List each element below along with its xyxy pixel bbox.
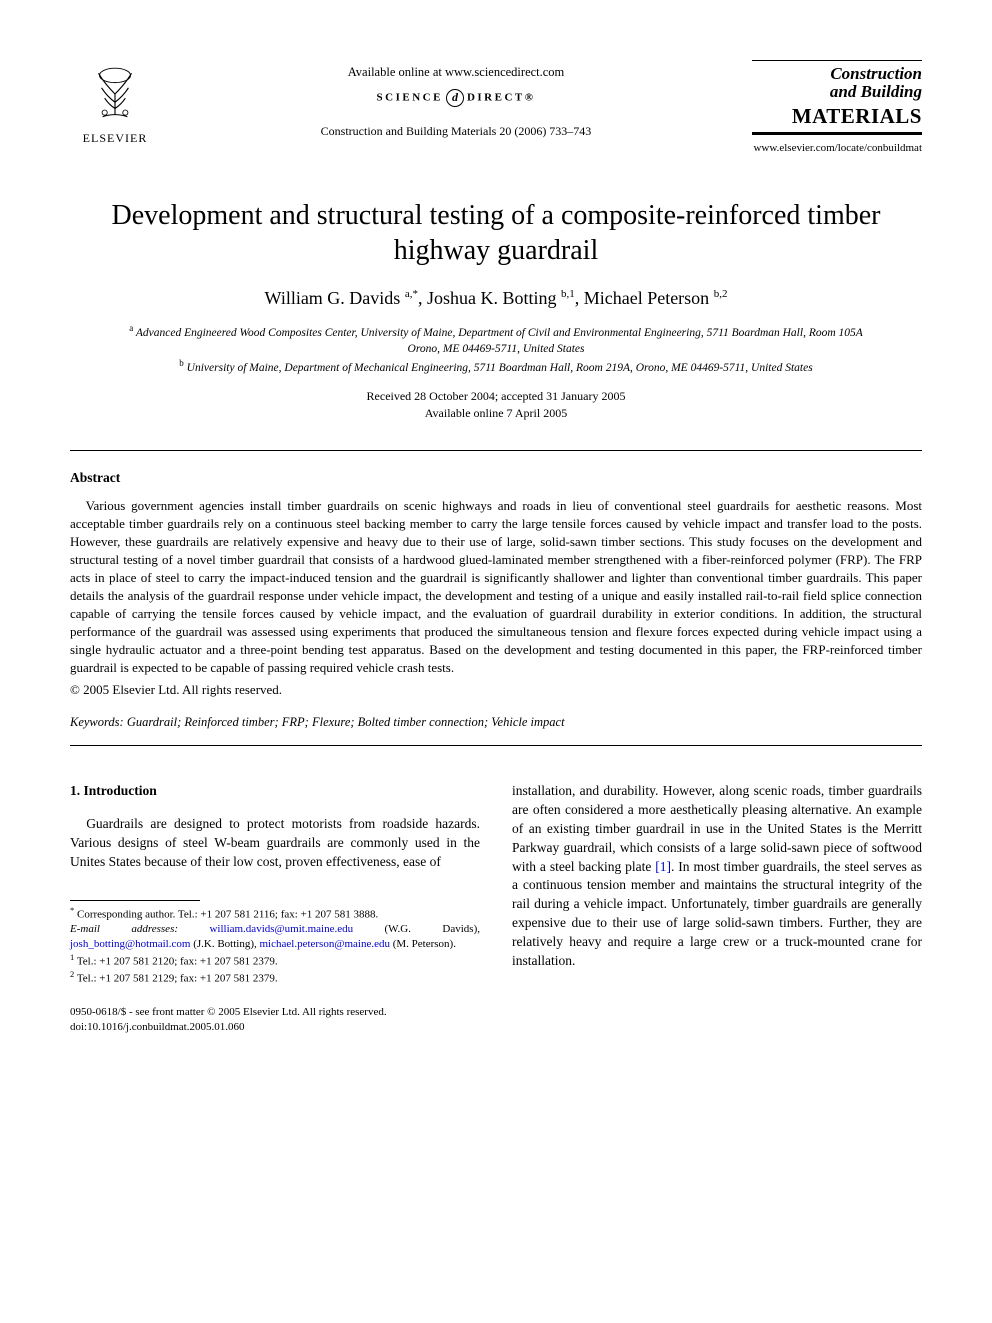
affiliation-b: b University of Maine, Department of Mec…: [120, 357, 872, 376]
footnote-1: 1 Tel.: +1 207 581 2120; fax: +1 207 581…: [70, 952, 480, 970]
citation-line: Construction and Building Materials 20 (…: [160, 123, 752, 139]
journal-line1: Construction: [752, 65, 922, 83]
elsevier-tree-icon: [81, 60, 149, 128]
author-1: William G. Davids: [265, 288, 405, 308]
sd-at-icon: d: [446, 89, 464, 107]
email-addresses-line: E-mail addresses: william.davids@umit.ma…: [70, 922, 480, 952]
keywords-label: Keywords:: [70, 715, 124, 729]
available-online-line: Available online at www.sciencedirect.co…: [160, 64, 752, 81]
email-2-who: (J.K. Botting),: [190, 938, 259, 950]
corresponding-text: Corresponding author. Tel.: +1 207 581 2…: [77, 908, 378, 920]
article-title: Development and structural testing of a …: [110, 198, 882, 268]
affil-b-text: University of Maine, Department of Mecha…: [184, 362, 813, 374]
authors-line: William G. Davids a,*, Joshua K. Botting…: [70, 286, 922, 310]
abstract-block: Abstract Various government agencies ins…: [70, 469, 922, 698]
abstract-heading: Abstract: [70, 469, 922, 487]
fn1-text: Tel.: +1 207 581 2120; fax: +1 207 581 2…: [77, 955, 278, 967]
article-dates: Received 28 October 2004; accepted 31 Ja…: [70, 388, 922, 422]
email-3-who: (M. Peterson).: [390, 938, 456, 950]
journal-box: Construction and Building MATERIALS: [752, 60, 922, 135]
author-2-affil: b,1: [561, 288, 575, 300]
rule-above-abstract: [70, 450, 922, 451]
right-column: installation, and durability. However, a…: [512, 782, 922, 1034]
fn2-text: Tel.: +1 207 581 2129; fax: +1 207 581 2…: [77, 973, 278, 985]
sciencedirect-logo: SCIENCEdDIRECT®: [160, 89, 752, 107]
publisher-name: ELSEVIER: [70, 130, 160, 146]
email-3[interactable]: michael.peterson@maine.edu: [260, 938, 390, 950]
affiliation-a: a Advanced Engineered Wood Composites Ce…: [120, 322, 872, 357]
fn1-sup: 1: [70, 952, 74, 962]
journal-header: ELSEVIER Available online at www.science…: [70, 60, 922, 156]
body-columns: 1. Introduction Guardrails are designed …: [70, 782, 922, 1034]
corresponding-star-icon: *: [70, 905, 74, 915]
email-1-who: (W.G. Davids),: [353, 923, 480, 935]
keywords-line: Keywords: Guardrail; Reinforced timber; …: [70, 714, 922, 731]
abstract-body: Various government agencies install timb…: [70, 497, 922, 676]
section-1-para-right: installation, and durability. However, a…: [512, 782, 922, 971]
rule-below-keywords: [70, 745, 922, 746]
header-center: Available online at www.sciencedirect.co…: [160, 60, 752, 139]
front-matter-line1: 0950-0618/$ - see front matter © 2005 El…: [70, 1005, 480, 1020]
corresponding-author-note: * Corresponding author. Tel.: +1 207 581…: [70, 905, 480, 923]
journal-title-block: Construction and Building MATERIALS www.…: [752, 60, 922, 156]
author-3: , Michael Peterson: [575, 288, 714, 308]
author-1-affil: a,*: [405, 288, 418, 300]
ref-link-1[interactable]: [1]: [655, 859, 671, 874]
keywords-values: Guardrail; Reinforced timber; FRP; Flexu…: [124, 715, 565, 729]
section-1-heading: 1. Introduction: [70, 782, 480, 801]
dates-line1: Received 28 October 2004; accepted 31 Ja…: [70, 388, 922, 405]
author-2: , Joshua K. Botting: [418, 288, 561, 308]
footnote-rule: [70, 900, 200, 901]
footnotes-block: * Corresponding author. Tel.: +1 207 581…: [70, 900, 480, 987]
journal-url: www.elsevier.com/locate/conbuildmat: [752, 141, 922, 156]
publisher-logo-block: ELSEVIER: [70, 60, 160, 146]
email-1[interactable]: william.davids@umit.maine.edu: [209, 923, 353, 935]
email-2[interactable]: josh_botting@hotmail.com: [70, 938, 190, 950]
sd-right: DIRECT®: [467, 91, 536, 103]
journal-line2: and Building: [752, 83, 922, 101]
section-1-para-left: Guardrails are designed to protect motor…: [70, 815, 480, 872]
col2-part-b: . In most timber guardrails, the steel s…: [512, 859, 922, 968]
sd-left: SCIENCE: [377, 91, 443, 103]
author-3-affil: b,2: [714, 288, 728, 300]
front-matter-meta: 0950-0618/$ - see front matter © 2005 El…: [70, 1005, 480, 1035]
abstract-copyright: © 2005 Elsevier Ltd. All rights reserved…: [70, 681, 922, 699]
footnote-2: 2 Tel.: +1 207 581 2129; fax: +1 207 581…: [70, 969, 480, 987]
email-label: E-mail addresses:: [70, 923, 178, 935]
journal-line3: MATERIALS: [752, 102, 922, 130]
doi-line: doi:10.1016/j.conbuildmat.2005.01.060: [70, 1020, 480, 1035]
fn2-sup: 2: [70, 969, 74, 979]
left-column: 1. Introduction Guardrails are designed …: [70, 782, 480, 1034]
affil-a-text: Advanced Engineered Wood Composites Cent…: [133, 327, 863, 355]
dates-line2: Available online 7 April 2005: [70, 405, 922, 422]
